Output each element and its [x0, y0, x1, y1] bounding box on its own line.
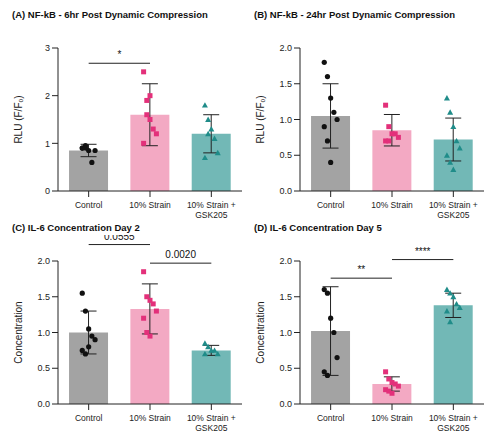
svg-text:2.0: 2.0	[37, 256, 50, 266]
svg-text:10% Strain: 10% Strain	[129, 200, 171, 210]
svg-text:0.0020: 0.0020	[165, 249, 196, 260]
svg-text:2: 2	[45, 91, 50, 101]
svg-text:3: 3	[45, 43, 50, 53]
svg-text:0: 0	[45, 186, 50, 196]
svg-text:1.5: 1.5	[279, 79, 292, 89]
svg-text:Control: Control	[75, 200, 103, 210]
svg-text:RLU (F/Fₒ): RLU (F/Fₒ)	[13, 95, 24, 143]
html-text:(B) NF-kB - 24hr Post Dynamic: (B) NF-kB - 24hr Post Dynamic Compressio…	[254, 9, 456, 20]
svg-text:0.0: 0.0	[37, 399, 50, 409]
svg-text:Control: Control	[317, 200, 345, 210]
svg-text:0.5: 0.5	[37, 363, 50, 373]
html-text:(A) NF-kB - 6hr Post Dynamic C: (A) NF-kB - 6hr Post Dynamic Compression	[12, 9, 208, 20]
svg-text:1.5: 1.5	[37, 292, 50, 302]
svg-text:10% Strain +GSK205: 10% Strain +GSK205	[429, 200, 478, 220]
html-text:(C) IL-6 Concentration Day 2: (C) IL-6 Concentration Day 2	[12, 222, 140, 233]
svg-text:Concentration: Concentration	[255, 301, 266, 363]
svg-text:1: 1	[45, 139, 50, 149]
svg-text:RLU (F/Fₒ): RLU (F/Fₒ)	[255, 95, 266, 143]
svg-text:*: *	[117, 49, 121, 60]
svg-text:0.0: 0.0	[279, 399, 292, 409]
svg-text:Concentration: Concentration	[13, 301, 24, 363]
svg-text:10% Strain: 10% Strain	[129, 413, 171, 423]
svg-text:0.5: 0.5	[279, 363, 292, 373]
svg-text:Control: Control	[75, 413, 103, 423]
svg-text:**: **	[357, 264, 365, 275]
svg-text:0.0555: 0.0555	[104, 235, 135, 242]
svg-text:10% Strain: 10% Strain	[371, 413, 413, 423]
svg-text:1.5: 1.5	[279, 292, 292, 302]
svg-text:10% Strain +GSK205: 10% Strain +GSK205	[187, 413, 236, 433]
svg-text:0.0: 0.0	[279, 186, 292, 196]
svg-text:Control: Control	[317, 413, 345, 423]
svg-text:1.0: 1.0	[279, 115, 292, 125]
svg-text:0.5: 0.5	[279, 150, 292, 160]
svg-text:2.0: 2.0	[279, 43, 292, 53]
html-text:(D) IL-6 Concentration Day 5: (D) IL-6 Concentration Day 5	[254, 222, 382, 233]
svg-text:1.0: 1.0	[37, 328, 50, 338]
svg-text:1.0: 1.0	[279, 328, 292, 338]
svg-text:****: ****	[415, 246, 431, 257]
svg-text:2.0: 2.0	[279, 256, 292, 266]
svg-text:10% Strain: 10% Strain	[371, 200, 413, 210]
svg-text:10% Strain +GSK205: 10% Strain +GSK205	[187, 200, 236, 220]
svg-text:10% Strain +GSK205: 10% Strain +GSK205	[429, 413, 478, 433]
